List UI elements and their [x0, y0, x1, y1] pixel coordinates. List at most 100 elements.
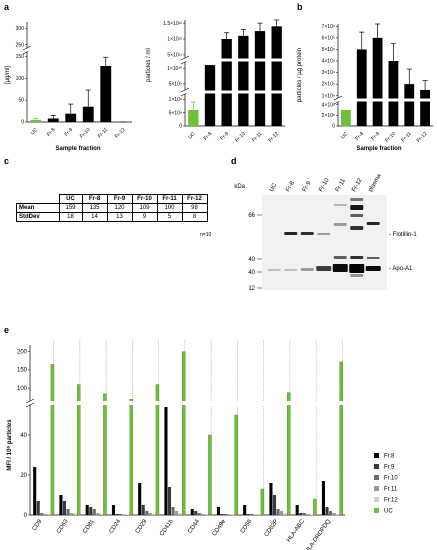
bar — [175, 511, 179, 515]
bar — [92, 509, 96, 515]
bar — [276, 509, 280, 515]
y-tick-label: 1×10⁹ — [322, 93, 335, 99]
x-tick-label: Fr-8 — [354, 131, 365, 142]
table-cell: 9 — [131, 212, 158, 222]
bar — [372, 37, 383, 126]
band-label-flotillin: - Flotillin-1 — [389, 232, 417, 238]
x-tick-label: HLA-DRDPDQ — [305, 518, 333, 550]
bar — [201, 514, 205, 515]
y-tick-label: 4×10⁹ — [322, 59, 335, 65]
bar — [141, 505, 145, 515]
legend-swatch — [374, 464, 379, 469]
blot-band — [333, 256, 347, 259]
lane-label: plasma — [368, 173, 383, 193]
bar — [47, 118, 59, 122]
bar — [227, 514, 231, 515]
bar — [85, 505, 89, 515]
y-tick-label: 40 — [20, 433, 27, 439]
bar — [243, 505, 247, 515]
bar — [336, 514, 340, 515]
y-tick-label: 3×10⁹ — [322, 70, 335, 76]
bar — [47, 514, 51, 515]
bar — [204, 65, 216, 126]
x-tick-label: Fr-11 — [400, 131, 413, 144]
y-tick-label: 150 — [17, 368, 28, 374]
table-note: n=10 — [200, 232, 212, 238]
panel-d-label: d — [231, 156, 237, 166]
axis-gap — [182, 58, 288, 62]
bar-gap — [186, 58, 286, 62]
legend-swatch — [374, 508, 379, 513]
bar — [254, 31, 266, 126]
bar — [250, 514, 254, 515]
table-cell: 120 — [106, 203, 133, 213]
bar — [178, 513, 182, 515]
y-tick-label: 1×10⁹ — [169, 97, 182, 103]
y-tick-label: 150 — [16, 54, 25, 60]
axis-break-mark — [22, 45, 32, 51]
bar — [126, 514, 130, 515]
bar — [231, 514, 235, 515]
legend-label: Fr.10 — [384, 476, 398, 482]
axis-break-mark — [180, 87, 190, 93]
y-tick-label: 5×10⁸ — [169, 110, 182, 116]
legend-swatch — [374, 486, 379, 491]
y-tick-label: 0 — [179, 124, 182, 130]
lane-label: UC — [269, 182, 279, 193]
y-tick-label: 4×10⁸ — [322, 102, 335, 108]
table-row: Mean 159 135 120 109 100 98 — [16, 203, 208, 213]
bar — [138, 483, 142, 515]
bar — [96, 513, 100, 515]
blot-band — [333, 223, 347, 226]
table-corner — [17, 195, 60, 204]
table-cell: 5 — [156, 212, 183, 222]
x-tick-label: CD29 — [135, 518, 149, 535]
bar — [148, 513, 152, 515]
bar — [103, 393, 107, 516]
bar — [234, 414, 238, 516]
bar — [167, 487, 172, 515]
bar — [59, 495, 63, 515]
x-tick-label: CD44 — [187, 518, 201, 535]
table-header: Fr-10 — [131, 194, 158, 204]
blot-band — [350, 256, 364, 259]
bar — [332, 513, 336, 515]
bar — [33, 467, 37, 515]
blot-band — [350, 214, 364, 217]
bar — [325, 507, 329, 515]
blot-band — [333, 204, 347, 206]
blot-band — [317, 233, 331, 235]
legend-label: Fr.12 — [384, 498, 398, 504]
y-tick-label: 0 — [24, 513, 28, 519]
bar — [295, 505, 299, 515]
blot-band — [365, 266, 381, 271]
lane-label: Fr-9 — [302, 180, 313, 193]
blot-membrane — [262, 195, 387, 290]
marker-40a: 40 — [248, 257, 255, 263]
table-cell: 14 — [81, 212, 108, 222]
x-tick-label: CD81 — [82, 518, 96, 535]
bar — [283, 513, 287, 515]
table-row: StdDev 18 14 13 9 5 8 — [16, 212, 208, 222]
panel-c-label: c — [4, 156, 10, 166]
x-tick-label: CD62P — [264, 519, 280, 538]
legend-label: UC — [384, 509, 393, 515]
bar — [194, 511, 198, 515]
x-tick-label: UC — [30, 127, 40, 137]
bar — [115, 514, 119, 515]
bar — [204, 514, 208, 515]
table-header-row: UC Fr-8 Fr-9 Fr-10 Fr-11 Fr-12 — [17, 194, 208, 204]
bar — [420, 89, 430, 126]
y-tick-label: 0 — [332, 124, 335, 130]
panel-e-label: e — [4, 325, 10, 335]
bar — [299, 513, 303, 515]
lane-label: Fr-8 — [285, 180, 296, 193]
lane-label: Fr-12 — [351, 177, 364, 193]
bar — [260, 488, 265, 516]
bar — [221, 39, 232, 126]
bar — [70, 513, 74, 515]
y-tick-label: 5×10¹¹ — [167, 52, 182, 58]
table-cell: 8 — [181, 212, 208, 222]
